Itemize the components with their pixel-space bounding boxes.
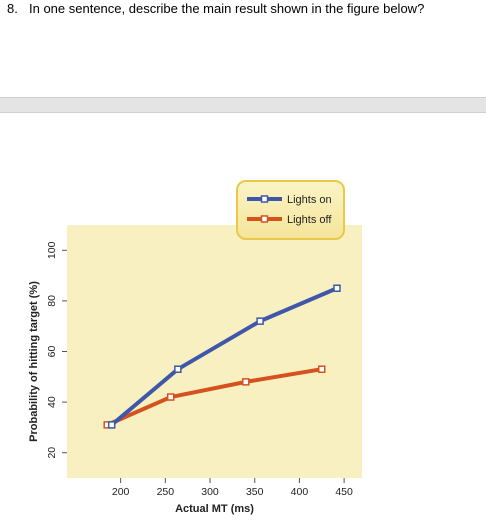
series-layer bbox=[103, 284, 341, 429]
series-line-lights-off bbox=[105, 367, 324, 427]
data-point-lights-off bbox=[166, 393, 175, 401]
x-tick-label: 350 bbox=[246, 486, 264, 498]
x-tick-label: 450 bbox=[335, 486, 353, 498]
data-point-lights-on bbox=[256, 317, 264, 325]
data-point-lights-on bbox=[333, 284, 341, 292]
y-tick-label: 80 bbox=[46, 295, 58, 307]
x-axis: 200 250 300 350 400 450 bbox=[112, 478, 353, 498]
section-divider bbox=[0, 97, 486, 113]
y-tick-label: 40 bbox=[46, 396, 58, 408]
y-axis: 20 40 60 80 100 bbox=[46, 241, 67, 459]
y-tick-label: 20 bbox=[46, 447, 58, 459]
legend-label-lights-off: Lights off bbox=[287, 214, 332, 226]
y-tick-label: 60 bbox=[46, 346, 58, 358]
question-prompt: In one sentence, describe the main resul… bbox=[29, 1, 425, 16]
x-tick-label: 400 bbox=[291, 486, 309, 498]
data-point-lights-off bbox=[318, 365, 326, 373]
question-number: 8. bbox=[7, 1, 18, 16]
legend-marker-lights-off bbox=[260, 215, 269, 223]
data-point-lights-off bbox=[242, 378, 250, 386]
y-tick-label: 100 bbox=[46, 241, 58, 259]
legend-label-lights-on: Lights on bbox=[287, 194, 332, 206]
legend-box bbox=[236, 180, 345, 240]
plot-area bbox=[67, 225, 362, 478]
x-tick-label: 200 bbox=[112, 486, 130, 498]
x-tick-label: 250 bbox=[157, 486, 175, 498]
question-text: 8. In one sentence, describe the main res… bbox=[7, 1, 424, 17]
x-tick-label: 300 bbox=[201, 486, 219, 498]
data-point-lights-on bbox=[107, 421, 116, 429]
legend-marker-lights-on bbox=[260, 195, 269, 203]
y-axis-title: Probability of hitting target (%) bbox=[28, 281, 40, 442]
x-axis-title: Actual MT (ms) bbox=[175, 503, 254, 515]
series-line-lights-on bbox=[109, 286, 339, 427]
legend: Lights on Lights off bbox=[236, 180, 345, 240]
data-point-lights-on bbox=[174, 365, 182, 373]
